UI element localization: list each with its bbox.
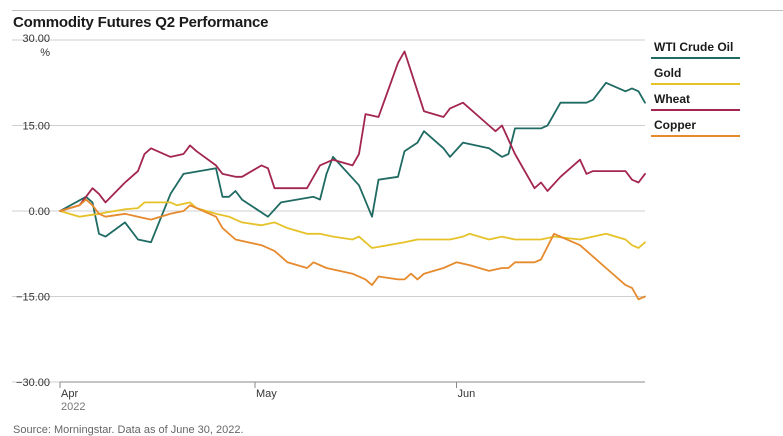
series-line-wti-crude-oil bbox=[59, 81, 646, 244]
legend-swatch bbox=[651, 109, 740, 111]
y-tick-label: 30.00 bbox=[22, 33, 50, 45]
legend-label: Copper bbox=[654, 118, 696, 132]
x-tick-label: May bbox=[256, 388, 277, 400]
legend-swatch bbox=[651, 135, 740, 137]
legend-label: WTI Crude Oil bbox=[654, 40, 734, 54]
x-tick-sublabel: 2022 bbox=[61, 401, 85, 413]
series-lines bbox=[59, 50, 646, 301]
legend-item-wheat[interactable]: Wheat bbox=[651, 92, 781, 118]
x-tick-label: Apr bbox=[61, 388, 78, 400]
y-tick-label: 0.00 bbox=[29, 206, 50, 218]
series-line-gold bbox=[59, 201, 646, 249]
y-axis: 30.00 15.00 0.00 −15.00 −30.00 bbox=[16, 33, 50, 389]
legend: WTI Crude Oil Gold Wheat Copper bbox=[651, 40, 781, 144]
legend-item-gold[interactable]: Gold bbox=[651, 66, 781, 92]
x-tick-label: Jun bbox=[458, 388, 476, 400]
series-line-copper bbox=[59, 198, 646, 301]
legend-label: Gold bbox=[654, 66, 682, 80]
grid-lines bbox=[12, 39, 645, 383]
legend-swatch bbox=[651, 83, 740, 85]
top-rule bbox=[12, 10, 783, 11]
legend-label: Wheat bbox=[654, 92, 690, 106]
legend-item-wti[interactable]: WTI Crude Oil bbox=[651, 40, 781, 66]
y-tick-label: −15.00 bbox=[16, 292, 50, 304]
y-tick-label: 15.00 bbox=[22, 121, 50, 133]
y-unit-label: % bbox=[40, 47, 50, 59]
legend-swatch bbox=[651, 57, 740, 59]
legend-item-copper[interactable]: Copper bbox=[651, 118, 781, 144]
y-tick-label: −30.00 bbox=[16, 377, 50, 389]
chart-title: Commodity Futures Q2 Performance bbox=[13, 14, 269, 31]
source-note: Source: Morningstar. Data as of June 30,… bbox=[13, 424, 244, 436]
series-line-wheat bbox=[59, 50, 646, 212]
